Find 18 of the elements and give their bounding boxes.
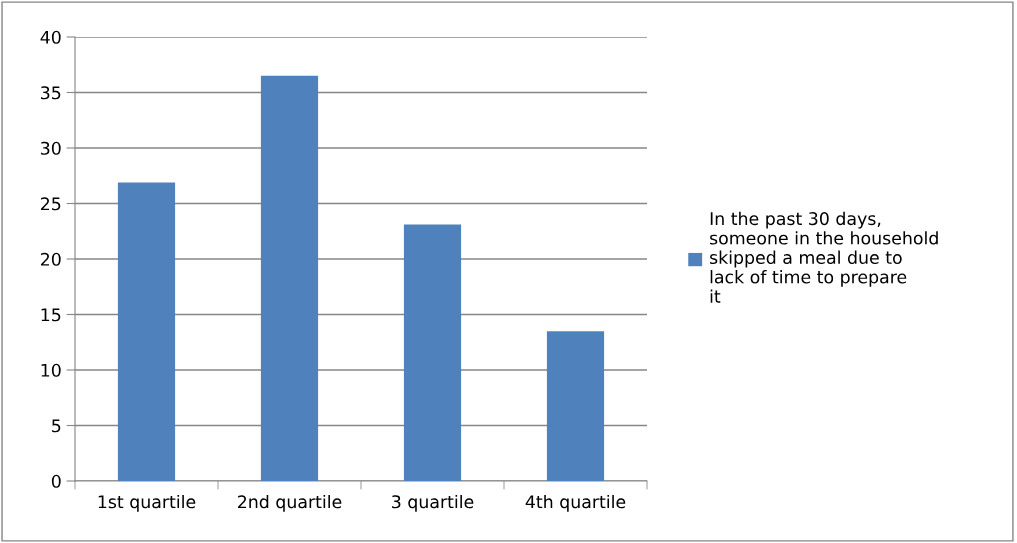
x-tick-label: 3 quartile xyxy=(392,494,474,512)
x-tick-label: 4th quartile xyxy=(525,494,626,512)
legend-label: In the past 30 days, someone in the household skipped a meal due to lack of time to prepare it xyxy=(710,211,938,303)
y-tick-label: 10 xyxy=(41,363,61,377)
y-tick-label: 15 xyxy=(41,308,61,322)
bar xyxy=(403,224,462,481)
y-tick-label: 35 xyxy=(41,86,61,100)
y-tick-label: 30 xyxy=(41,141,61,155)
y-tick-label: 5 xyxy=(52,419,61,433)
x-tick-label: 2nd quartile xyxy=(238,494,342,512)
bar xyxy=(260,75,319,481)
y-tick-label: 40 xyxy=(40,30,61,44)
y-tick-label: 20 xyxy=(40,252,61,266)
bar xyxy=(117,182,176,481)
y-tick-label: 0 xyxy=(51,474,61,488)
x-tick-label: 1st quartile xyxy=(98,494,196,512)
bar xyxy=(546,331,605,481)
y-tick-label: 25 xyxy=(40,197,61,211)
